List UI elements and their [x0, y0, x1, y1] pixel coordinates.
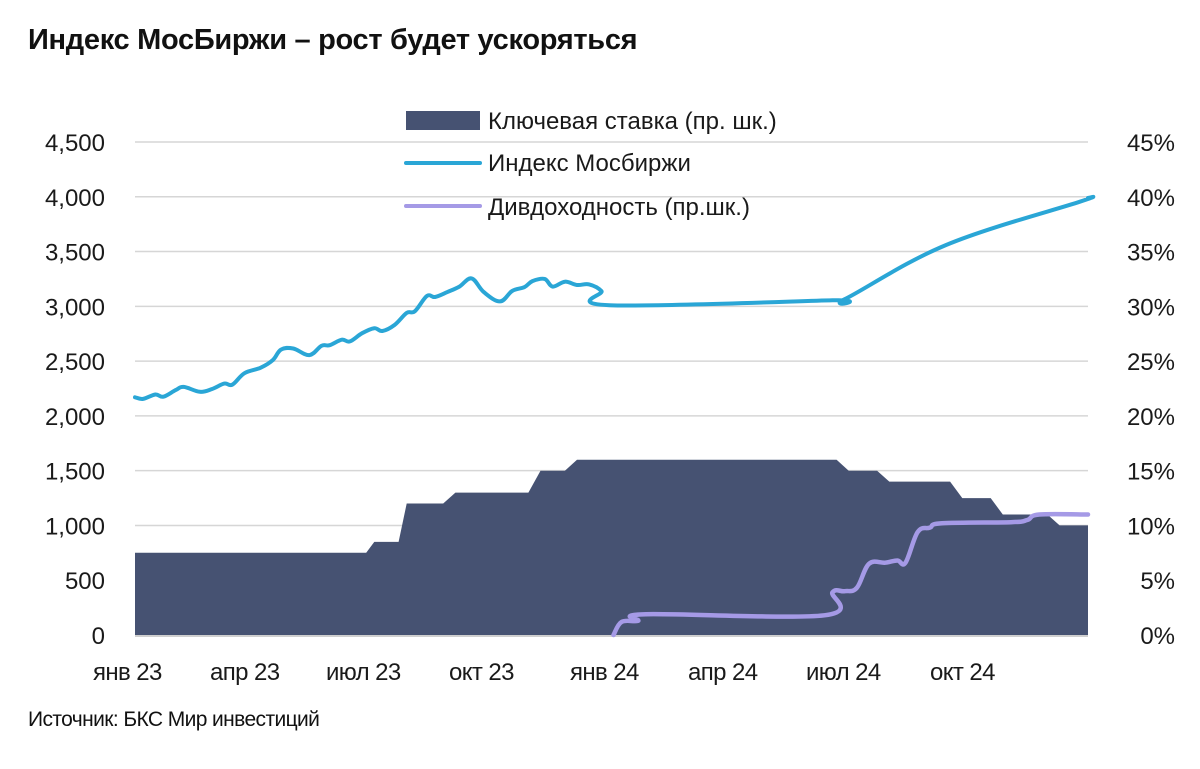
source-note: Источник: БКС Мир инвестиций: [28, 708, 320, 731]
legend-label-moex-index: Индекс Мосбиржи: [488, 150, 691, 177]
chart-title: Индекс МосБиржи – рост будет ускоряться: [28, 24, 638, 56]
y-tick-left: 3,000: [45, 294, 105, 321]
x-tick: июл 24: [806, 659, 881, 686]
y-tick-right: 25%: [1127, 349, 1175, 376]
div-yield-line: [611, 511, 1091, 638]
y-tick-left: 0: [92, 623, 105, 650]
legend: Ключевая ставка (пр. шк.) Индекс Мосбирж…: [404, 108, 777, 221]
y-tick-right: 35%: [1127, 240, 1175, 267]
y-tick-left: 4,000: [45, 185, 105, 212]
y-tick-left: 2,500: [45, 349, 105, 376]
line-series: [133, 194, 1096, 638]
y-tick-left: 500: [65, 568, 105, 595]
legend-swatch-key-rate: [406, 111, 480, 130]
legend-label-key-rate: Ключевая ставка (пр. шк.): [488, 108, 777, 135]
y-tick-right: 15%: [1127, 459, 1175, 486]
moex-index-line: [133, 194, 1096, 401]
y-tick-right: 10%: [1127, 513, 1175, 540]
y-tick-left: 3,500: [45, 240, 105, 267]
y-tick-right: 30%: [1127, 294, 1175, 321]
x-tick: окт 23: [449, 659, 514, 686]
x-tick: янв 24: [570, 659, 639, 686]
x-tick: июл 23: [326, 659, 401, 686]
y-tick-left: 2,000: [45, 404, 105, 431]
x-tick: апр 24: [688, 659, 758, 686]
y-tick-right: 40%: [1127, 185, 1175, 212]
y-axis-right: 0% 5% 10% 15% 20% 25% 30% 35% 40% 45%: [1127, 130, 1175, 650]
y-tick-right: 20%: [1127, 404, 1175, 431]
x-tick: апр 23: [210, 659, 280, 686]
x-tick: окт 24: [930, 659, 995, 686]
y-tick-left: 1,000: [45, 513, 105, 540]
key-rate-area-path: [135, 459, 1088, 635]
legend-label-div-yield: Дивдоходность (пр.шк.): [488, 194, 750, 221]
y-tick-right: 5%: [1140, 568, 1175, 595]
y-tick-left: 4,500: [45, 130, 105, 157]
key-rate-area: [135, 459, 1088, 635]
y-axis-left: 0 500 1,000 1,500 2,000 2,500 3,000 3,500 4,000 4…: [45, 130, 105, 650]
x-tick: янв 23: [93, 659, 162, 686]
x-axis: янв 23 апр 23 июл 23 окт 23 янв 24 апр 24 июл …: [93, 659, 996, 686]
y-tick-left: 1,500: [45, 459, 105, 486]
y-tick-right: 0%: [1140, 623, 1175, 650]
y-tick-right: 45%: [1127, 130, 1175, 157]
